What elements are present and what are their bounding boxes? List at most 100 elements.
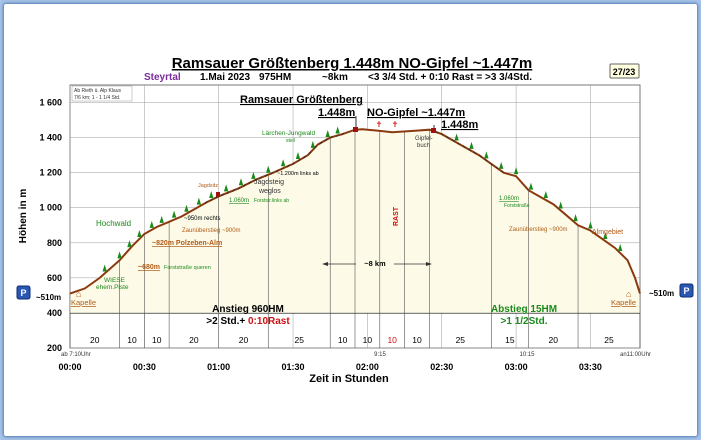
ascent-time-rest: 0:10Rast	[248, 316, 290, 327]
chart-title: Ramsauer Größtenberg 1.448m NO-Gipfel ~1…	[172, 55, 533, 72]
trail-mark	[440, 132, 444, 136]
hochwald-label: Hochwald	[96, 219, 131, 228]
distance-indicator: ~8 km	[322, 259, 432, 268]
descent-summary-time: >1 1/2Std.	[501, 316, 548, 327]
trail-mark	[457, 142, 461, 146]
tree-icon	[280, 159, 286, 167]
tree-icon	[209, 191, 214, 199]
trail-mark	[319, 141, 323, 145]
y-tick-label: 200	[47, 343, 62, 353]
tree-icon	[325, 130, 330, 138]
tree-icon	[484, 151, 489, 159]
jagdsitz-marker	[216, 192, 220, 197]
tree-icon	[251, 171, 256, 179]
laerchen-label: Lärchen-Jungwald	[262, 130, 316, 137]
tree-icon	[454, 133, 459, 141]
tree-icon	[588, 221, 593, 229]
distance-label: ~8km	[322, 72, 348, 83]
trail-mark	[281, 167, 285, 170]
jagdsitz-label: Jagdsitz	[198, 183, 218, 189]
route-note-box: Ab Rieth ü. Alp Klaus 7/6 km; 1 - 1 1/4 …	[71, 85, 133, 102]
time-0915-label: 9:15	[374, 352, 386, 358]
trail-mark	[495, 166, 499, 170]
trail-mark	[243, 184, 246, 187]
segment-duration-label: 10	[412, 335, 422, 345]
trail-mark	[324, 138, 328, 142]
trail-mark	[473, 151, 477, 155]
elevation-profile-line	[69, 128, 641, 295]
end-altitude-label: ~510m	[649, 289, 674, 298]
y-tick-label: 1 200	[39, 168, 62, 178]
trail-mark	[335, 134, 339, 138]
x-tick-label: 02:00	[356, 362, 379, 372]
jagdsteig-label: Jagdsteig	[254, 179, 284, 186]
start-time-label: ab 7:10Uhr	[61, 352, 91, 358]
y-axis-label: Höhen in m	[18, 189, 29, 244]
y-tick-label: 1 000	[39, 203, 62, 213]
segment-duration-label: 10	[387, 335, 397, 345]
segment-duration-label: 10	[363, 335, 373, 345]
tree-icon	[149, 220, 154, 228]
trail-mark	[451, 139, 455, 142]
segment-duration-label: 10	[127, 335, 137, 345]
altitude-680-label: ~680m	[138, 264, 160, 271]
trail-mark	[275, 169, 279, 173]
altitude-1060-right-label: 1.060m	[499, 196, 519, 202]
steil-label: steil	[286, 138, 295, 144]
almgebiet-label: Almgebiet	[592, 229, 623, 236]
parking-label-right: P	[683, 286, 689, 296]
trail-mark	[226, 191, 230, 195]
elevation-profile-chart: Ramsauer Größtenberg 1.448m NO-Gipfel ~1…	[16, 55, 694, 385]
distance-indicator-label: ~8 km	[364, 259, 386, 268]
trail-mark	[264, 174, 268, 177]
rast-label: RAST	[393, 206, 400, 226]
altitude-1200-label: ~1.200m links ab	[277, 171, 319, 177]
y-tick-label: 1 400	[39, 133, 62, 143]
polzeben-alm-label: ~820m Polzeben-Alm	[152, 240, 222, 247]
date-label: 1.Mai 2023	[200, 72, 250, 83]
segment-duration-label: 20	[239, 335, 249, 345]
tree-icon	[184, 204, 189, 212]
tree-icon	[603, 232, 608, 240]
tree-icon	[266, 165, 271, 173]
trail-mark	[292, 162, 295, 166]
ne-summit-height: 1.448m	[441, 119, 479, 131]
tree-icon	[573, 214, 578, 222]
trail-mark	[468, 148, 471, 152]
tree-icon	[335, 126, 340, 134]
trail-mark	[489, 162, 493, 166]
ascent-summary-time: >2 Std.+ 0:10Rast	[206, 316, 290, 327]
segment-durations: 20 10 10 20 20 25 10 10 10 10 25 15 20 25	[90, 335, 614, 345]
tree-markers	[102, 126, 623, 272]
trail-mark	[253, 178, 257, 182]
tree-icon	[528, 182, 534, 190]
y-tick-label: 600	[47, 273, 62, 283]
x-tick-label: 03:30	[579, 362, 602, 372]
ascent-summary-title: Anstieg 960HM	[212, 304, 284, 315]
x-tick-label: 02:30	[430, 362, 453, 372]
x-axis-label: Zeit in Stunden	[309, 373, 389, 385]
zaunuberstieg-left-label: Zaunüberstieg ~900m	[182, 228, 241, 234]
ascent-time-base: >2 Std.+	[206, 316, 248, 327]
segment-duration-label: 20	[549, 335, 559, 345]
tree-icon	[171, 210, 177, 218]
cross-icon-right: ✝	[392, 120, 399, 129]
segment-duration-label: 20	[189, 335, 199, 345]
tree-icon	[310, 140, 316, 148]
forststrasse-queren-label: Forststraße queren	[164, 265, 211, 271]
trail-mark	[204, 201, 208, 204]
segment-duration-label: 25	[456, 335, 466, 345]
trail-mark	[286, 164, 290, 168]
tree-icon	[513, 167, 519, 175]
trail-mark	[232, 189, 235, 192]
tree-icon	[238, 178, 244, 186]
trail-mark	[308, 151, 312, 155]
tree-icon	[295, 151, 301, 159]
zaunuberstieg-right-label: Zaunüberstieg ~900m	[509, 227, 568, 233]
trail-mark	[462, 145, 466, 149]
gipfelbuch-label-1: Gipfel-	[415, 136, 433, 142]
y-tick-label: 800	[47, 238, 62, 248]
end-time-label: an11:00Uhr	[620, 352, 651, 358]
altitude-1060-left-label: 1.060m	[229, 198, 249, 204]
trail-mark	[478, 154, 482, 158]
